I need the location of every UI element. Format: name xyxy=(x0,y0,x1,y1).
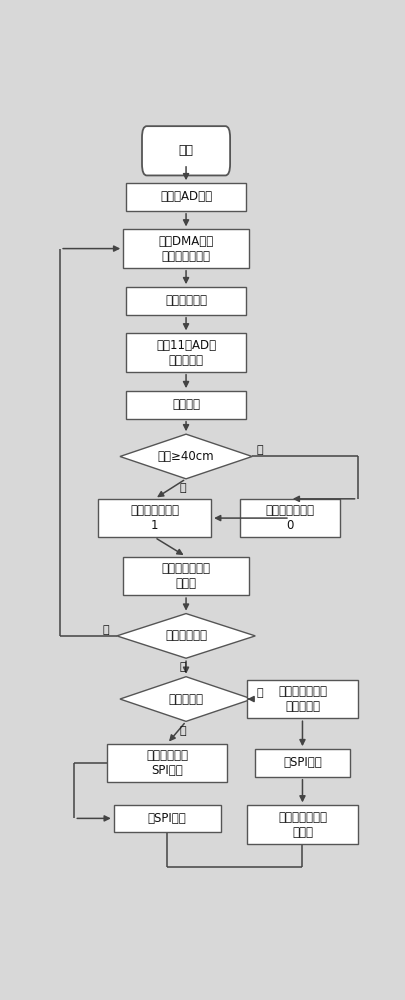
FancyBboxPatch shape xyxy=(247,680,357,718)
Text: 是: 是 xyxy=(179,726,186,736)
Text: 是: 是 xyxy=(179,483,186,493)
Polygon shape xyxy=(120,677,252,721)
Text: 主采样模组: 主采样模组 xyxy=(168,693,203,706)
FancyBboxPatch shape xyxy=(239,499,339,537)
Text: 记录采样数据为
0: 记录采样数据为 0 xyxy=(265,504,313,532)
FancyBboxPatch shape xyxy=(255,749,349,777)
FancyBboxPatch shape xyxy=(247,805,357,844)
Text: 多个采样模组: 多个采样模组 xyxy=(165,629,207,642)
Text: 读SPI数据: 读SPI数据 xyxy=(147,812,186,825)
Text: 等待采样中断: 等待采样中断 xyxy=(165,294,207,307)
Text: 等待主采样模组
取数据命令: 等待主采样模组 取数据命令 xyxy=(277,685,326,713)
Text: 高度≥40cm: 高度≥40cm xyxy=(158,450,214,463)
Text: 开始: 开始 xyxy=(178,144,193,157)
FancyBboxPatch shape xyxy=(142,126,230,175)
Text: 取从采样模组
SPI数据: 取从采样模组 SPI数据 xyxy=(146,749,188,777)
FancyBboxPatch shape xyxy=(126,183,245,211)
Text: 读取11个AD采
样点的数值: 读取11个AD采 样点的数值 xyxy=(156,339,215,367)
FancyBboxPatch shape xyxy=(126,391,245,419)
FancyBboxPatch shape xyxy=(113,805,220,832)
FancyBboxPatch shape xyxy=(98,499,211,537)
Text: 记录采样数据为
1: 记录采样数据为 1 xyxy=(130,504,179,532)
Text: 是: 是 xyxy=(179,662,186,672)
Text: 初始化AD采样: 初始化AD采样 xyxy=(160,190,211,204)
FancyBboxPatch shape xyxy=(126,287,245,315)
Text: 发送数据到主采
样模组: 发送数据到主采 样模组 xyxy=(277,811,326,839)
Text: 否: 否 xyxy=(256,688,263,698)
Polygon shape xyxy=(117,614,255,658)
Text: 否: 否 xyxy=(256,445,263,455)
Text: 计算高度: 计算高度 xyxy=(172,398,200,411)
FancyBboxPatch shape xyxy=(107,744,226,782)
Text: 否: 否 xyxy=(102,625,109,635)
FancyBboxPatch shape xyxy=(123,557,248,595)
Polygon shape xyxy=(120,434,252,479)
FancyBboxPatch shape xyxy=(126,333,245,372)
Text: 读SPI数据: 读SPI数据 xyxy=(282,756,321,769)
Text: 写采样数据到存
储空间: 写采样数据到存 储空间 xyxy=(161,562,210,590)
FancyBboxPatch shape xyxy=(123,229,248,268)
Text: 配置DMA时间
周期和存储空间: 配置DMA时间 周期和存储空间 xyxy=(158,235,213,263)
